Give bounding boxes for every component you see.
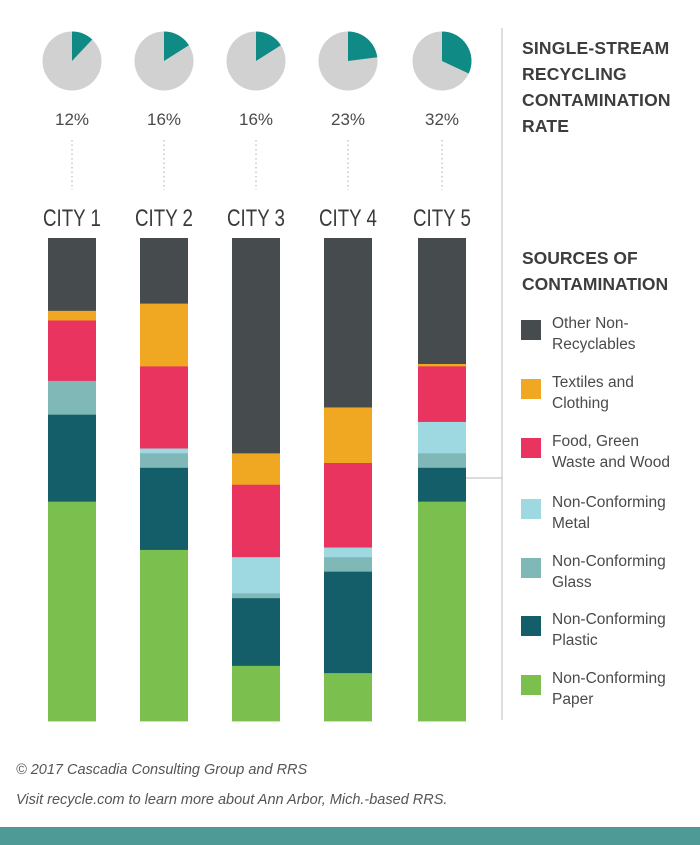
bar-segment — [48, 310, 96, 321]
stacked-bar-group — [48, 238, 466, 722]
chart-title-line: RATE — [522, 116, 570, 136]
bar-segment — [232, 238, 280, 454]
bottom-bar — [0, 827, 700, 845]
bar-segment — [418, 238, 466, 364]
legend-label-line: Other Non- — [552, 315, 629, 332]
chart-title-line: CONTAMINATION — [522, 90, 671, 110]
bar-segment — [418, 501, 466, 722]
legend-swatch — [521, 675, 541, 695]
bar-segment — [140, 448, 188, 454]
bar-segment — [140, 467, 188, 550]
legend-label-line: Non-Conforming — [552, 611, 666, 628]
pie-slice — [256, 31, 281, 61]
footer-note: Visit recycle.com to learn more about An… — [16, 792, 448, 808]
legend-label-line: Plastic — [552, 632, 598, 649]
legend-title-line: CONTAMINATION — [522, 274, 669, 294]
bar-segment — [140, 365, 188, 449]
pie-slice — [164, 31, 189, 61]
legend-label-line: Non-Conforming — [552, 494, 666, 511]
legend-swatch — [521, 558, 541, 578]
dotted-connector-group — [71, 140, 443, 190]
pie-slice — [72, 31, 93, 61]
legend-swatch — [521, 616, 541, 636]
bar-segment — [324, 407, 372, 463]
bar-segment — [324, 672, 372, 722]
bar-segment — [418, 363, 466, 367]
pie-percent-label: 32% — [425, 110, 459, 129]
bar-segment — [140, 238, 188, 304]
legend-label-line: Non-Conforming — [552, 553, 666, 570]
pie-slice — [442, 31, 472, 74]
legend-label: Non-Conforming Plastic — [552, 609, 666, 651]
city-label: CITY 5 — [413, 205, 471, 232]
chart-title-line: RECYCLING — [522, 64, 627, 84]
pie-percent-label: 23% — [331, 110, 365, 129]
pie-percent-label: 12% — [55, 110, 89, 129]
legend-item-paper: Non-Conforming Paper — [521, 668, 691, 714]
chart-title-line: SINGLE-STREAM — [522, 38, 670, 58]
bar-segment — [324, 547, 372, 558]
legend-label: Non-Conforming Glass — [552, 551, 666, 593]
legend-label-line: Non-Conforming — [552, 670, 666, 687]
legend-label: Non-Conforming Metal — [552, 492, 666, 534]
bar-segment — [48, 320, 96, 381]
legend-item-plastic: Non-Conforming Plastic — [521, 609, 691, 655]
legend-swatch — [521, 438, 541, 458]
legend-item-metal: Non-Conforming Metal — [521, 492, 691, 538]
copyright-text: © 2017 Cascadia Consulting Group and RRS — [16, 762, 308, 778]
legend-swatch — [521, 379, 541, 399]
legend-label-line: Clothing — [552, 395, 609, 412]
city-label: CITY 1 — [43, 205, 101, 232]
bar-segment — [140, 549, 188, 722]
legend-label: Textiles and Clothing — [552, 372, 634, 414]
bar-segment — [418, 421, 466, 454]
bar-segment — [324, 571, 372, 674]
bar-segment — [232, 484, 280, 558]
legend-label-line: Recyclables — [552, 336, 636, 353]
bar-segment — [48, 380, 96, 415]
bar-segment — [48, 414, 96, 502]
bar-segment — [418, 467, 466, 502]
bar-segment — [232, 556, 280, 594]
bar-segment — [418, 366, 466, 422]
bar-segment — [140, 452, 188, 468]
legend-item-other-non-recyclables: Other Non- Recyclables — [521, 313, 691, 359]
city-label-group: CITY 1 CITY 2 CITY 3 CITY 4 CITY 5 — [43, 205, 471, 232]
pie-percent-label: 16% — [147, 110, 181, 129]
bar-segment — [48, 501, 96, 722]
bar-segment — [232, 452, 280, 485]
legend-label: Non-Conforming Paper — [552, 668, 666, 710]
city-label: CITY 2 — [135, 205, 193, 232]
legend-item-glass: Non-Conforming Glass — [521, 551, 691, 597]
pie-slice — [348, 31, 378, 61]
city-label: CITY 4 — [319, 205, 377, 232]
bar-segment — [232, 665, 280, 722]
pie-label-group: 12% 16% 16% 23% 32% — [55, 110, 459, 129]
city-label: CITY 3 — [227, 205, 285, 232]
bar-segment — [232, 597, 280, 666]
bar-segment — [232, 593, 280, 599]
legend-swatch — [521, 499, 541, 519]
bar-segment — [48, 238, 96, 311]
bar-segment — [324, 238, 372, 408]
legend-label: Other Non- Recyclables — [552, 313, 636, 355]
legend-label-line: Paper — [552, 691, 594, 708]
legend-label-line: Metal — [552, 515, 590, 532]
legend-item-food-waste: Food, Green Waste and Wood — [521, 431, 691, 477]
legend-label-line: Waste and Wood — [552, 454, 671, 471]
legend-swatch — [521, 320, 541, 340]
bar-segment — [324, 462, 372, 548]
legend-label-line: Glass — [552, 574, 592, 591]
legend-title-line: SOURCES OF — [522, 248, 638, 268]
pie-percent-label: 16% — [239, 110, 273, 129]
bar-segment — [418, 452, 466, 468]
legend-label: Food, Green Waste and Wood — [552, 431, 670, 473]
legend-label-line: Textiles and — [552, 374, 634, 391]
bar-segment — [140, 303, 188, 367]
pie-group — [42, 31, 472, 91]
legend-label-line: Food, Green — [552, 433, 640, 450]
bar-segment — [324, 556, 372, 572]
legend-item-textiles: Textiles and Clothing — [521, 372, 691, 418]
